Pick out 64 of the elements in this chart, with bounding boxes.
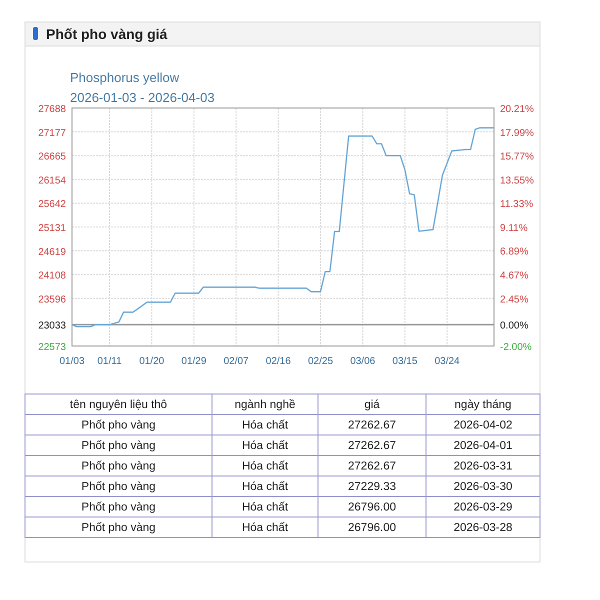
text: ngành nghề — [234, 399, 296, 411]
y-tick-label: 27688 — [38, 104, 66, 115]
chart-title: Phốt pho vàng giá — [46, 26, 168, 42]
text: tên nguyên liệu thô — [70, 399, 168, 411]
text: Hóa chất — [242, 481, 289, 493]
y2-tick-label: 11.33% — [500, 199, 534, 210]
text: Phốt pho vàng — [81, 460, 156, 472]
y-tick-label: 22573 — [38, 342, 66, 353]
x-tick-label: 03/24 — [434, 356, 460, 367]
y2-tick-label: 0.00% — [500, 320, 528, 332]
y-tick-label: 27177 — [38, 128, 66, 139]
y2-tick-label: 13.55% — [500, 175, 534, 186]
text: Hóa chất — [242, 522, 289, 534]
text: Hóa chất — [242, 460, 289, 472]
text: 27262.67 — [348, 460, 396, 472]
y2-tick-label: -2.00% — [500, 342, 532, 353]
x-tick-label: 03/15 — [392, 356, 418, 367]
y-tick-label: 25642 — [38, 199, 66, 210]
text: Hóa chất — [242, 502, 289, 514]
y-tick-label: 24619 — [38, 246, 66, 258]
text: Phốt pho vàng — [81, 522, 156, 534]
y2-tick-label: 6.89% — [500, 246, 528, 258]
y2-tick-label: 4.67% — [500, 270, 528, 282]
text: Hóa chất — [242, 440, 289, 452]
x-tick-label: 02/25 — [308, 356, 334, 367]
text: 2026-04-02 — [454, 420, 512, 432]
y2-tick-label: 20.21% — [500, 104, 534, 115]
text: giá — [364, 399, 380, 411]
x-tick-label: 02/16 — [266, 356, 292, 367]
text: 2026-04-01 — [454, 440, 512, 452]
y2-tick-label: 15.77% — [500, 152, 534, 163]
x-tick-label: 02/07 — [224, 356, 250, 367]
y-tick-label: 23033 — [38, 320, 66, 332]
line-series — [71, 127, 495, 328]
y-tick-label: 24108 — [38, 270, 66, 282]
text: 27262.67 — [348, 440, 396, 452]
text: 2026-03-31 — [454, 460, 512, 472]
text: 2026-03-30 — [454, 481, 512, 493]
text: Phốt pho vàng — [81, 440, 156, 452]
text: 26796.00 — [348, 502, 396, 514]
x-tick-label: 01/29 — [181, 356, 207, 367]
x-tick-label: 01/11 — [97, 356, 122, 367]
text: 27229.33 — [348, 481, 396, 493]
text: Phốt pho vàng — [81, 481, 156, 493]
x-tick-label: 03/06 — [350, 356, 376, 367]
x-tick-label: 01/20 — [139, 356, 165, 367]
text: 26796.00 — [348, 522, 396, 534]
y-tick-label: 26665 — [38, 152, 66, 163]
text: 27262.67 — [348, 420, 396, 432]
text: 2026-03-28 — [454, 522, 512, 534]
text: ngày tháng — [454, 399, 512, 411]
y-tick-label: 25131 — [38, 222, 66, 234]
text: Phốt pho vàng — [81, 420, 156, 432]
y2-tick-label: 2.45% — [500, 294, 528, 306]
y-tick-label: 23596 — [38, 294, 66, 306]
text: Phốt pho vàng — [81, 502, 156, 514]
text: 2026-01-03 - 2026-04-03 — [70, 90, 215, 105]
y-tick-label: 26154 — [38, 175, 66, 186]
x-tick-label: 01/03 — [59, 356, 85, 367]
y2-tick-label: 9.11% — [500, 222, 528, 234]
chart-subtitle: Phosphorus yellow — [70, 70, 180, 85]
text: Hóa chất — [242, 420, 289, 432]
y2-tick-label: 17.99% — [500, 128, 534, 139]
text: 2026-03-29 — [454, 502, 512, 514]
